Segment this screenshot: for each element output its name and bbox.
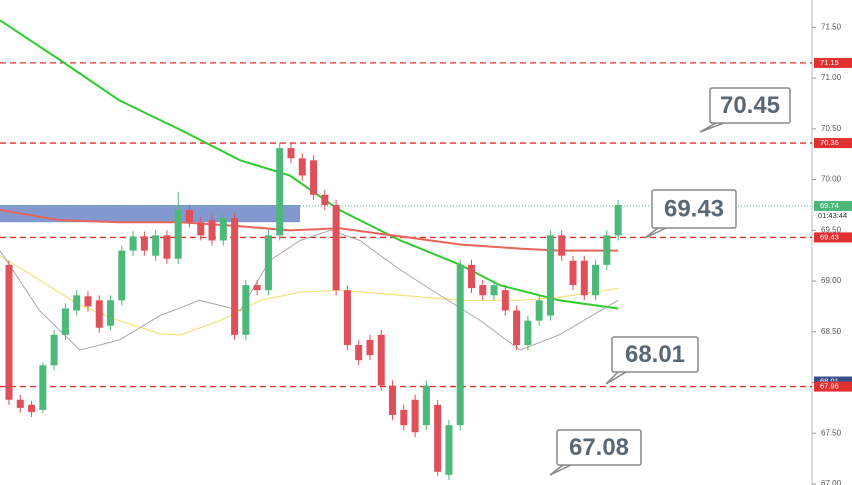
candle-body bbox=[129, 236, 137, 251]
callout-box bbox=[651, 189, 737, 229]
candle-body bbox=[174, 210, 182, 259]
callout-box bbox=[709, 87, 791, 124]
candle-body bbox=[84, 296, 92, 307]
candle-body bbox=[73, 295, 81, 311]
candle-body bbox=[264, 235, 272, 291]
candle-body bbox=[366, 339, 374, 356]
countdown-bg bbox=[814, 210, 852, 221]
candle-body bbox=[377, 334, 385, 386]
candle-body bbox=[276, 148, 284, 236]
callout-pointer bbox=[549, 464, 572, 476]
candle-body bbox=[558, 235, 566, 256]
y-tick-label: 70.00 bbox=[821, 175, 842, 184]
candle-body bbox=[253, 285, 261, 291]
candle-body bbox=[39, 365, 47, 410]
candle-body bbox=[321, 194, 329, 205]
callout-pointer bbox=[644, 227, 667, 239]
candle-body bbox=[28, 404, 36, 412]
price-label-bg bbox=[814, 376, 852, 387]
candle-body bbox=[242, 285, 250, 335]
moving-average bbox=[0, 209, 619, 252]
last-price-label: 69.74 bbox=[820, 201, 839, 210]
candle-body bbox=[298, 158, 306, 176]
candle-body bbox=[231, 218, 239, 335]
candle-body bbox=[208, 220, 216, 241]
moving-average bbox=[0, 229, 619, 351]
candle-body bbox=[163, 235, 171, 259]
candle-body bbox=[513, 310, 521, 345]
candle-body bbox=[389, 385, 397, 415]
candle-body bbox=[422, 385, 430, 426]
price-label: 70.36 bbox=[820, 138, 839, 147]
candle-body bbox=[197, 222, 205, 236]
callout-box bbox=[556, 429, 642, 466]
candle-body bbox=[501, 290, 509, 311]
callout-pointer bbox=[605, 371, 627, 385]
callout-box bbox=[611, 336, 699, 373]
candle-body bbox=[355, 344, 363, 361]
price-label: 67.96 bbox=[820, 382, 839, 391]
candle-body bbox=[524, 320, 532, 345]
price-label-bg bbox=[814, 57, 852, 68]
price-label: 69.43 bbox=[820, 232, 839, 241]
y-tick-label: 71.50 bbox=[821, 23, 842, 32]
candle-body bbox=[140, 236, 148, 251]
price-label-bg bbox=[814, 138, 852, 149]
candle-body bbox=[185, 210, 193, 223]
candle-body bbox=[310, 160, 318, 195]
candle-body bbox=[16, 399, 24, 408]
candle-body bbox=[287, 148, 295, 159]
y-tick-label: 69.00 bbox=[821, 276, 842, 285]
candle-body bbox=[219, 218, 227, 241]
price-label-bg bbox=[814, 381, 852, 392]
candle-body bbox=[400, 409, 408, 426]
candle-body bbox=[343, 290, 351, 345]
candle-body bbox=[107, 300, 115, 326]
callout-label: 67.08 bbox=[569, 434, 629, 461]
y-tick-label: 68.50 bbox=[821, 327, 842, 336]
candle-body bbox=[456, 264, 464, 426]
candle-body bbox=[445, 425, 453, 475]
candle-body bbox=[332, 204, 340, 291]
candle-body bbox=[434, 404, 442, 472]
price-label: 68.01 bbox=[820, 376, 839, 385]
candle-body bbox=[535, 300, 543, 321]
candle-body bbox=[569, 260, 577, 286]
candle-body bbox=[614, 204, 622, 236]
price-label: 71.15 bbox=[820, 58, 839, 67]
last-price-label-bg bbox=[814, 200, 852, 211]
candle-body bbox=[546, 235, 554, 316]
callout-pointer bbox=[699, 122, 725, 133]
candle-body bbox=[467, 264, 475, 289]
candle-body bbox=[50, 334, 58, 366]
moving-average bbox=[0, 255, 619, 336]
y-tick-label: 69.50 bbox=[821, 225, 842, 234]
callout-label: 69.43 bbox=[664, 195, 724, 222]
candle-body bbox=[592, 264, 600, 296]
y-tick-label: 70.50 bbox=[821, 124, 842, 133]
candle-body bbox=[490, 285, 498, 296]
candle-body bbox=[479, 285, 487, 296]
candle-body bbox=[95, 300, 103, 328]
candle-body bbox=[5, 264, 13, 400]
candle-body bbox=[411, 399, 419, 433]
candle-body bbox=[152, 235, 160, 256]
callout-label: 70.45 bbox=[720, 92, 780, 119]
countdown: 01:43:44 bbox=[818, 211, 847, 220]
price-label-bg bbox=[814, 232, 852, 243]
candle-body bbox=[118, 250, 126, 301]
candle-body bbox=[61, 308, 69, 335]
candle-body bbox=[603, 235, 611, 265]
y-tick-label: 71.00 bbox=[821, 73, 842, 82]
callout-label: 68.01 bbox=[625, 341, 685, 368]
zone bbox=[0, 204, 301, 223]
candle-body bbox=[580, 260, 588, 296]
y-tick-label: 67.50 bbox=[821, 428, 842, 437]
y-tick-label: 67.00 bbox=[821, 479, 842, 485]
